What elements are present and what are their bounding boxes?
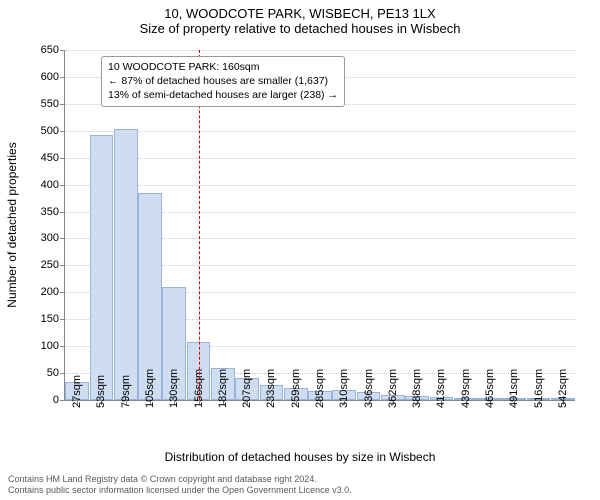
grid-line: [65, 50, 575, 51]
bar: [114, 129, 138, 400]
plot-area: 0501001502002503003504004505005506006502…: [64, 50, 575, 401]
x-tick-label: 362sqm: [387, 369, 399, 408]
x-tick-label: 79sqm: [120, 375, 132, 408]
y-axis-label: Number of detached properties: [5, 142, 19, 307]
x-tick-label: 105sqm: [144, 369, 156, 408]
y-tick-mark: [60, 400, 65, 401]
y-tick-mark: [60, 265, 65, 266]
y-tick-mark: [60, 212, 65, 213]
x-tick-label: 182sqm: [217, 369, 229, 408]
x-tick-label: 542sqm: [557, 369, 569, 408]
y-tick-mark: [60, 319, 65, 320]
footer-line1: Contains HM Land Registry data © Crown c…: [8, 474, 352, 485]
y-tick-mark: [60, 104, 65, 105]
annotation-line3: 13% of semi-detached houses are larger (…: [108, 88, 338, 102]
y-tick-mark: [60, 373, 65, 374]
y-tick-mark: [60, 50, 65, 51]
chart-container: 10, WOODCOTE PARK, WISBECH, PE13 1LX Siz…: [0, 0, 600, 500]
x-tick-label: 207sqm: [241, 369, 253, 408]
chart-subtitle: Size of property relative to detached ho…: [0, 21, 600, 36]
y-tick-mark: [60, 131, 65, 132]
x-axis-label: Distribution of detached houses by size …: [0, 450, 600, 464]
x-tick-label: 439sqm: [460, 369, 472, 408]
x-tick-label: 491sqm: [508, 369, 520, 408]
y-tick-mark: [60, 185, 65, 186]
x-tick-label: 413sqm: [435, 369, 447, 408]
x-tick-label: 310sqm: [338, 369, 350, 408]
x-tick-label: 465sqm: [484, 369, 496, 408]
grid-line: [65, 158, 575, 159]
x-tick-label: 516sqm: [533, 369, 545, 408]
grid-line: [65, 185, 575, 186]
annotation-line2: ← 87% of detached houses are smaller (1,…: [108, 74, 338, 88]
x-tick-label: 388sqm: [411, 369, 423, 408]
y-tick-mark: [60, 346, 65, 347]
footer-line2: Contains public sector information licen…: [8, 485, 352, 496]
y-tick-mark: [60, 292, 65, 293]
y-tick-mark: [60, 238, 65, 239]
x-tick-label: 53sqm: [95, 375, 107, 408]
y-tick-mark: [60, 77, 65, 78]
x-tick-label: 336sqm: [363, 369, 375, 408]
grid-line: [65, 131, 575, 132]
y-tick-mark: [60, 158, 65, 159]
x-tick-label: 233sqm: [265, 369, 277, 408]
x-tick-label: 285sqm: [314, 369, 326, 408]
chart-title: 10, WOODCOTE PARK, WISBECH, PE13 1LX: [0, 0, 600, 21]
x-tick-label: 259sqm: [290, 369, 302, 408]
x-tick-label: 130sqm: [168, 369, 180, 408]
footer-text: Contains HM Land Registry data © Crown c…: [8, 474, 352, 497]
bar: [90, 135, 114, 400]
annotation-line1: 10 WOODCOTE PARK: 160sqm: [108, 60, 338, 74]
annotation-box: 10 WOODCOTE PARK: 160sqm ← 87% of detach…: [101, 56, 345, 107]
x-tick-label: 27sqm: [71, 375, 83, 408]
